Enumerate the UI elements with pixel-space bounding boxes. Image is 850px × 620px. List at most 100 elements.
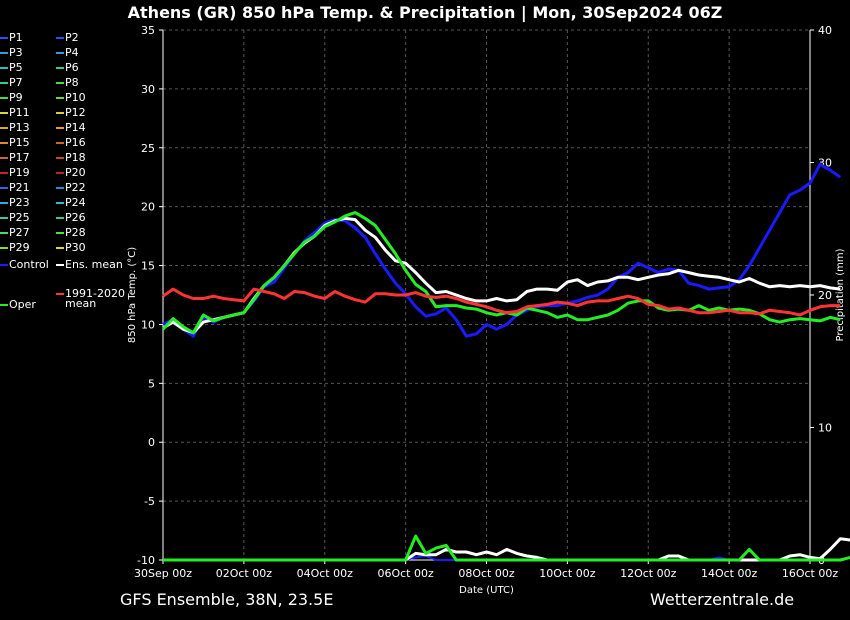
- legend-label: P4: [65, 46, 79, 59]
- legend-label: P5: [9, 61, 23, 74]
- x-tick-label: 02Oct 00z: [216, 567, 273, 580]
- legend-swatch: [0, 247, 8, 249]
- legend-label: P8: [65, 76, 79, 89]
- legend-label: P29: [9, 241, 30, 254]
- series-line-oper-precip: [163, 534, 850, 562]
- legend-label: Oper: [9, 298, 36, 311]
- legend-swatch: [56, 142, 64, 144]
- legend-swatch: [0, 264, 8, 266]
- legend-swatch: [0, 82, 8, 84]
- legend-label: mean: [65, 297, 97, 310]
- legend-label: 1991-2020: [65, 287, 125, 300]
- series-line-1991-2020-mean-temp: [162, 287, 841, 317]
- legend-label: P10: [65, 91, 86, 104]
- legend-swatch: [0, 202, 8, 204]
- site-label: Wetterzentrale.de: [650, 590, 795, 609]
- legend-swatch: [56, 187, 64, 189]
- legend-swatch: [0, 112, 8, 114]
- legend-swatch: [56, 202, 64, 204]
- legend-label: P18: [65, 151, 86, 164]
- x-tick-label: 10Oct 00z: [539, 567, 596, 580]
- legend-label: P28: [65, 226, 86, 239]
- y-axis-label: 850 hPa Temp. (°C): [127, 247, 138, 343]
- legend-label: Control: [9, 258, 49, 271]
- legend-label: P21: [9, 181, 30, 194]
- x-tick-label: 08Oct 00z: [458, 567, 515, 580]
- y-tick-label: 0: [148, 436, 155, 449]
- legend-swatch: [56, 264, 64, 266]
- legend-label: P30: [65, 241, 86, 254]
- x-tick-label: 16Oct 00z: [782, 567, 839, 580]
- legend-label: P11: [9, 106, 30, 119]
- legend-swatch: [56, 82, 64, 84]
- y-tick-label: -5: [144, 495, 155, 508]
- series-line-ens-mean-temp: [162, 216, 841, 335]
- legend-swatch: [56, 232, 64, 234]
- y-tick-label: 10: [141, 318, 155, 331]
- y-tick-label: 35: [141, 24, 155, 37]
- legend-label: P23: [9, 196, 30, 209]
- y2-tick-label: 10: [818, 422, 832, 435]
- chart-title: Athens (GR) 850 hPa Temp. & Precipitatio…: [127, 3, 723, 22]
- y-tick-label: 20: [141, 201, 155, 214]
- legend-swatch: [0, 157, 8, 159]
- x-tick-label: 14Oct 00z: [701, 567, 758, 580]
- series-line-ens-mean-precip: [163, 537, 850, 562]
- model-label: GFS Ensemble, 38N, 23.5E: [120, 590, 334, 609]
- legend-label: P7: [9, 76, 23, 89]
- legend-swatch: [0, 67, 8, 69]
- y2-tick-label: 20: [818, 289, 832, 302]
- legend-swatch: [0, 217, 8, 219]
- legend-swatch: [0, 232, 8, 234]
- legend-swatch: [0, 187, 8, 189]
- legend-swatch: [56, 67, 64, 69]
- legend-label: P26: [65, 211, 86, 224]
- y2-tick-label: 40: [818, 24, 832, 37]
- legend-swatch: [56, 37, 64, 39]
- legend-swatch: [0, 97, 8, 99]
- legend-label: P24: [65, 196, 86, 209]
- legend-label: P2: [65, 31, 79, 44]
- legend-label: P9: [9, 91, 23, 104]
- legend-label: P1: [9, 31, 23, 44]
- legend-label: P12: [65, 106, 86, 119]
- legend-swatch: [56, 52, 64, 54]
- legend-label: P25: [9, 211, 30, 224]
- legend-swatch: [56, 247, 64, 249]
- legend-swatch: [0, 52, 8, 54]
- legend-swatch: [56, 127, 64, 129]
- legend-swatch: [0, 142, 8, 144]
- legend-swatch: [0, 172, 8, 174]
- legend-label: P19: [9, 166, 30, 179]
- x-tick-label: 12Oct 00z: [620, 567, 677, 580]
- legend-label: P20: [65, 166, 86, 179]
- legend-swatch: [56, 97, 64, 99]
- legend-label: P17: [9, 151, 30, 164]
- legend-label: P13: [9, 121, 30, 134]
- x-tick-label: 30Sep 00z: [134, 567, 192, 580]
- legend-label: P3: [9, 46, 23, 59]
- legend-swatch: [56, 293, 64, 295]
- legend-label: P22: [65, 181, 86, 194]
- y-tick-label: 25: [141, 142, 155, 155]
- y-tick-label: 5: [148, 377, 155, 390]
- legend-swatch: [56, 217, 64, 219]
- y-tick-label: -10: [137, 554, 155, 567]
- legend-swatch: [0, 37, 8, 39]
- legend-label: P16: [65, 136, 86, 149]
- x-tick-label: 04Oct 00z: [297, 567, 354, 580]
- y-tick-label: 30: [141, 83, 155, 96]
- legend-swatch: [0, 304, 8, 306]
- legend-label: P15: [9, 136, 30, 149]
- series-line-oper-temp: [161, 211, 841, 335]
- legend-swatch: [56, 157, 64, 159]
- legend-swatch: [0, 127, 8, 129]
- x-tick-label: 06Oct 00z: [377, 567, 434, 580]
- legend-label: P6: [65, 61, 79, 74]
- y2-axis-label: Precipitation (mm): [835, 248, 846, 341]
- legend-label: Ens. mean: [65, 258, 123, 271]
- legend-swatch: [56, 112, 64, 114]
- series-line-control-temp: [162, 162, 842, 338]
- legend-label: P14: [65, 121, 86, 134]
